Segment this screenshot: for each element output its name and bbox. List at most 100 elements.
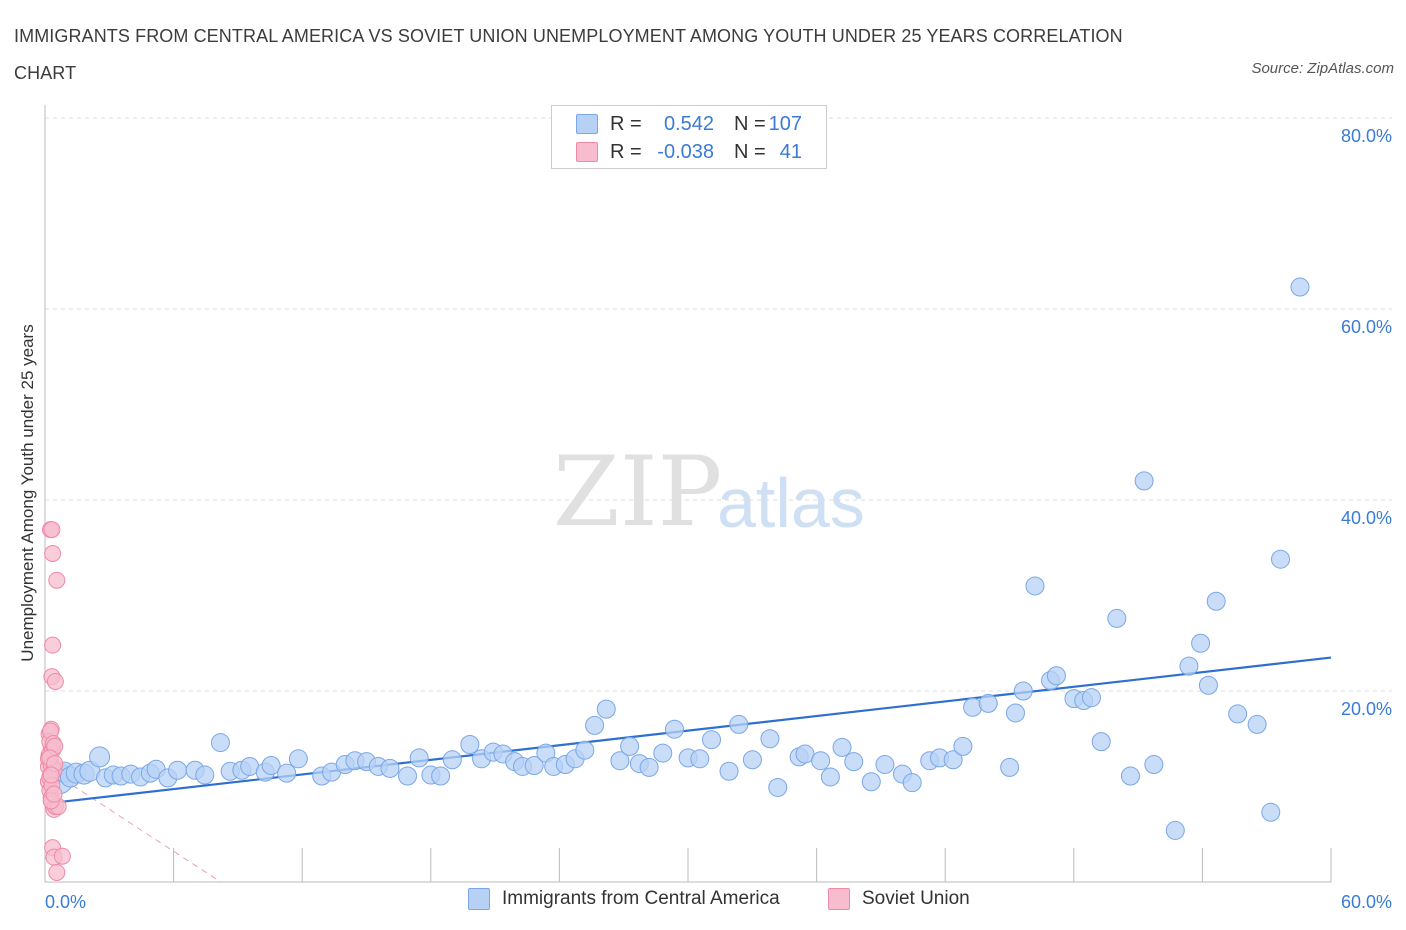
central-america-point bbox=[409, 748, 429, 768]
central-america-point bbox=[620, 736, 640, 756]
central-america-point bbox=[1120, 766, 1140, 786]
central-america-point bbox=[760, 729, 780, 749]
central-america-point bbox=[168, 760, 188, 780]
central-america-point bbox=[1290, 277, 1310, 297]
soviet-union-point bbox=[44, 544, 62, 562]
central-america-point bbox=[943, 750, 963, 770]
central-america-trend-line bbox=[44, 656, 1332, 805]
central-america-point bbox=[742, 750, 762, 770]
correlation-legend: R = 0.542 N = 107 R = -0.038 N = 41 bbox=[551, 105, 827, 169]
data-points bbox=[39, 277, 1310, 881]
soviet-union-point bbox=[43, 521, 61, 539]
soviet-union-point bbox=[44, 636, 62, 654]
soviet-union-point bbox=[46, 672, 64, 690]
y-tick-label: 40.0% bbox=[1341, 508, 1392, 528]
y-tick-label: 80.0% bbox=[1341, 126, 1392, 146]
central-america-point bbox=[719, 761, 739, 781]
central-america-point bbox=[1134, 471, 1154, 491]
central-america-point bbox=[1144, 755, 1164, 775]
central-america-point bbox=[1081, 688, 1101, 708]
central-america-point bbox=[978, 693, 998, 713]
central-america-point bbox=[380, 758, 400, 778]
central-america-point bbox=[1198, 675, 1218, 695]
central-america-point bbox=[1261, 802, 1281, 822]
central-america-point bbox=[1228, 704, 1248, 724]
central-america-point bbox=[690, 749, 710, 769]
central-america-point bbox=[288, 749, 308, 769]
soviet-union-point bbox=[48, 863, 66, 881]
r-value: -0.038 bbox=[657, 140, 714, 163]
central-america-point bbox=[639, 757, 659, 777]
central-america-point bbox=[1046, 666, 1066, 686]
n-label: N = bbox=[734, 112, 766, 135]
central-america-point bbox=[89, 746, 111, 768]
legend-label: Soviet Union bbox=[862, 888, 970, 909]
soviet-union-point bbox=[42, 766, 60, 784]
central-america-point bbox=[1247, 714, 1267, 734]
central-america-point bbox=[1107, 608, 1127, 628]
central-america-point bbox=[811, 751, 831, 771]
n-label: N = bbox=[734, 140, 766, 163]
r-label: R = bbox=[610, 112, 642, 135]
blue-swatch bbox=[576, 114, 598, 134]
chart-title: IMMIGRANTS FROM CENTRAL AMERICA VS SOVIE… bbox=[14, 26, 1123, 83]
watermark-atlas: atlas bbox=[717, 464, 865, 542]
central-america-point bbox=[902, 773, 922, 793]
central-america-point bbox=[1000, 757, 1020, 777]
central-america-point bbox=[820, 767, 840, 787]
central-america-point bbox=[596, 699, 616, 719]
central-america-point bbox=[1165, 820, 1185, 840]
tick-labels: 20.0% 40.0% 60.0% 80.0% 0.0% 60.0% bbox=[45, 126, 1392, 912]
y-axis-label: Unemployment Among Youth under 25 years bbox=[18, 324, 37, 661]
central-america-point bbox=[460, 734, 480, 754]
soviet-union-point bbox=[45, 785, 63, 803]
x-tick-label: 60.0% bbox=[1341, 892, 1392, 912]
central-america-point bbox=[398, 766, 418, 786]
central-america-point bbox=[1179, 656, 1199, 676]
central-america-point bbox=[261, 755, 281, 775]
central-america-point bbox=[1191, 633, 1211, 653]
central-america-point bbox=[575, 740, 595, 760]
central-america-point bbox=[701, 730, 721, 750]
bottom-legend-soviet-union: Soviet Union bbox=[828, 888, 970, 910]
central-america-point bbox=[431, 766, 451, 786]
central-america-point bbox=[524, 755, 544, 775]
central-america-point bbox=[963, 697, 983, 717]
r-value: 0.542 bbox=[663, 112, 714, 135]
central-america-point bbox=[729, 714, 749, 734]
central-america-point bbox=[1091, 732, 1111, 752]
central-america-point bbox=[1271, 549, 1291, 569]
r-label: R = bbox=[610, 140, 642, 163]
legend-label: Immigrants from Central America bbox=[502, 888, 780, 909]
central-america-point bbox=[875, 755, 895, 775]
pink-swatch bbox=[828, 888, 850, 910]
y-tick-label: 20.0% bbox=[1341, 699, 1392, 719]
source-label: Source: ZipAtlas.com bbox=[1251, 60, 1394, 77]
central-america-point bbox=[953, 736, 973, 756]
central-america-point bbox=[277, 763, 297, 783]
legend-row-soviet-union: R = -0.038 N = 41 bbox=[576, 140, 802, 164]
central-america-point bbox=[442, 750, 462, 770]
n-value: 107 bbox=[768, 112, 802, 135]
blue-swatch bbox=[468, 888, 490, 910]
pink-swatch bbox=[576, 142, 598, 162]
central-america-point bbox=[195, 765, 215, 785]
legend-row-central-america: R = 0.542 N = 107 bbox=[576, 112, 802, 136]
central-america-point bbox=[585, 715, 605, 735]
central-america-point bbox=[1005, 703, 1025, 723]
central-america-point bbox=[1025, 576, 1045, 596]
watermark-zip: ZIP bbox=[553, 436, 722, 548]
soviet-union-point bbox=[48, 571, 66, 589]
soviet-union-point bbox=[53, 847, 71, 865]
y-tick-label: 60.0% bbox=[1341, 317, 1392, 337]
central-america-point bbox=[1206, 591, 1226, 611]
central-america-point bbox=[610, 751, 630, 771]
central-america-point bbox=[210, 733, 230, 753]
central-america-point bbox=[861, 772, 881, 792]
central-america-point bbox=[768, 777, 788, 797]
central-america-point bbox=[664, 719, 684, 739]
x-tick-label: 0.0% bbox=[45, 892, 86, 912]
central-america-point bbox=[832, 737, 852, 757]
grid-lines bbox=[45, 117, 1392, 692]
